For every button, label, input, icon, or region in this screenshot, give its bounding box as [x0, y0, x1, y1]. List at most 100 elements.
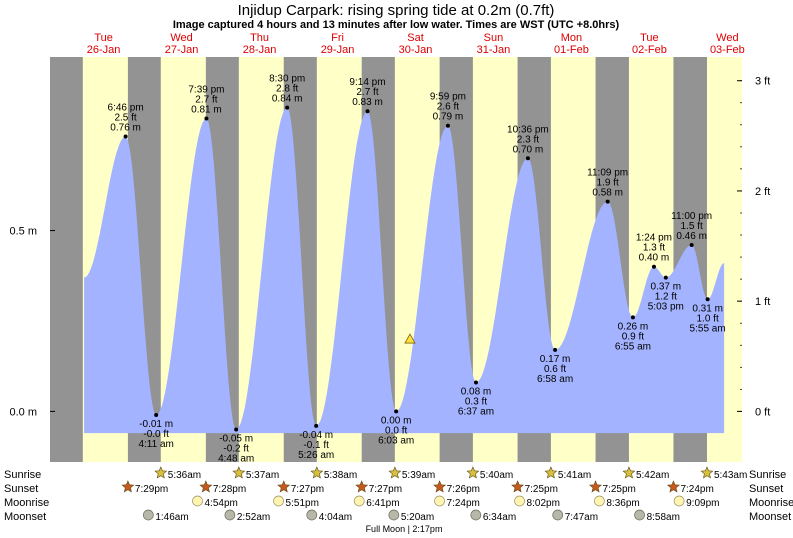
sunrise-time: 5:41am [558, 470, 591, 481]
extreme-metres-label: 0.31 m [692, 303, 723, 314]
extreme-dot [663, 275, 668, 280]
sunrise-time: 5:42am [636, 470, 669, 481]
extreme-dot [473, 380, 478, 385]
moonset-icon [470, 509, 482, 521]
moonset-time: 6:34am [483, 512, 516, 523]
day-name-label: Sat [407, 32, 424, 44]
day-date-label: 27-Jan [165, 44, 199, 56]
tide-series [84, 107, 725, 434]
sunset-time: 7:28pm [213, 484, 246, 495]
moonset-icon [552, 509, 564, 521]
extreme-dot [630, 315, 635, 320]
extreme-time-label: 5:55 am [690, 323, 726, 334]
sunset-time: 7:25pm [525, 484, 558, 495]
extreme-metres-label: 0.37 m [651, 282, 682, 293]
day-name-label: Fri [331, 32, 344, 44]
moonrise-icon [192, 495, 203, 507]
extreme-feet-label: 2.7 ft [356, 87, 378, 98]
extreme-time-label: 9:14 pm [349, 77, 385, 88]
day-name-label: Wed [716, 32, 738, 44]
extreme-dot [365, 109, 370, 114]
moonset-time: 5:20am [401, 512, 434, 523]
astro-row-label-right: Moonset [749, 511, 791, 523]
moonrise-icon [273, 495, 284, 507]
day-date-label: 03-Feb [710, 44, 745, 56]
extreme-time-label: 5:26 am [298, 450, 334, 461]
moonrise-icon [434, 495, 445, 507]
extreme-time-label: 1:24 pm [636, 233, 672, 244]
extreme-metres-label: 0.83 m [352, 97, 383, 108]
extreme-metres-label: -0.04 m [299, 430, 333, 441]
extreme-time-label: 4:48 am [218, 453, 254, 464]
extreme-feet-label: -0.0 ft [143, 429, 169, 440]
extreme-time-label: 9:59 pm [430, 92, 466, 103]
sunrise-time: 5:43am [714, 470, 747, 481]
left-axis-tick-label: 0.5 m [9, 226, 37, 238]
extreme-time-label: 4:11 am [138, 439, 173, 450]
night-band [50, 57, 83, 462]
astronomy-rows: Sunrise Sunrise Sunset Sunset Moonrise Moonri… [4, 466, 793, 534]
astro-row-label-right: Moonrise [749, 497, 793, 509]
extreme-metres-label: 0.17 m [540, 354, 571, 365]
sunset-time: 7:27pm [291, 484, 324, 495]
extreme-feet-label: 1.0 ft [697, 313, 719, 324]
extreme-metres-label: 0.76 m [110, 123, 141, 134]
moonrise-time: 4:54pm [204, 498, 237, 509]
extreme-dot [123, 134, 128, 139]
chart-title: Injidup Carpark: rising spring tide at 0… [238, 2, 555, 19]
sunset-time: 7:29pm [135, 484, 168, 495]
sunset-time: 7:26pm [447, 484, 480, 495]
extreme-metres-label: 0.58 m [592, 188, 623, 199]
right-axis-tick-label: 1 ft [755, 296, 770, 308]
extreme-time-label: 6:03 am [378, 435, 414, 446]
sunset-icon [121, 480, 135, 493]
extreme-feet-label: 1.9 ft [597, 178, 619, 189]
sunset-icon [666, 480, 680, 493]
astro-row-label-left: Sunrise [4, 469, 41, 481]
chart-subtitle: Image captured 4 hours and 13 minutes af… [173, 19, 620, 31]
extreme-feet-label: 1.5 ft [681, 221, 703, 232]
extreme-time-label: 5:03 pm [648, 302, 684, 313]
extreme-feet-label: 2.3 ft [517, 134, 539, 145]
extreme-time-label: 11:09 pm [587, 168, 628, 179]
sunset-icon [433, 480, 447, 493]
extreme-feet-label: 1.2 ft [655, 292, 677, 303]
extreme-feet-label: 2.5 ft [114, 113, 136, 124]
extreme-time-label: 11:00 pm [671, 211, 712, 222]
extreme-dot [204, 116, 209, 121]
extreme-feet-label: -0.2 ft [223, 443, 249, 454]
extreme-labels: 6:46 pm2.5 ft0.76 m -0.01 m-0.0 ft4:11 am… [108, 74, 726, 465]
extreme-feet-label: 0.9 ft [622, 331, 644, 342]
moonrise-time: 5:51pm [286, 498, 319, 509]
right-axis-tick-label: 0 ft [755, 406, 770, 418]
extreme-feet-label: 1.3 ft [643, 243, 665, 254]
extreme-feet-label: 2.6 ft [437, 102, 459, 113]
moonset-time: 2:52am [237, 512, 270, 523]
sunrise-icon [700, 466, 714, 479]
tide-area [84, 107, 725, 434]
moonrise-time: 8:02pm [527, 498, 560, 509]
extreme-feet-label: 0.3 ft [465, 396, 487, 407]
sunrise-time: 5:40am [480, 470, 513, 481]
extreme-feet-label: 0.0 ft [385, 425, 407, 436]
astro-row-label-right: Sunset [749, 483, 783, 495]
sunset-icon [589, 480, 602, 493]
sunrise-time: 5:37am [246, 470, 279, 481]
extreme-feet-label: 0.6 ft [544, 364, 566, 375]
extreme-dot [154, 412, 159, 417]
sunrise-time: 5:39am [402, 470, 435, 481]
moonrise-time: 6:41pm [366, 498, 399, 509]
day-header: Tue26-JanWed27-JanThu28-JanFri29-JanSat3… [87, 32, 745, 56]
extreme-time-label: 10:36 pm [507, 124, 549, 135]
extreme-time-label: 6:55 am [615, 341, 651, 352]
sunrise-icon [232, 466, 246, 479]
extreme-metres-label: 0.08 m [461, 386, 492, 397]
extreme-time-label: 6:46 pm [108, 103, 144, 114]
extreme-time-label: 8:30 pm [269, 74, 305, 85]
sunrise-icon [466, 466, 480, 479]
sunset-icon [199, 480, 213, 493]
moonset-time: 7:47am [565, 512, 598, 523]
left-axis-tick-label: 0.0 m [9, 406, 37, 418]
extreme-feet-label: 2.7 ft [195, 94, 217, 105]
